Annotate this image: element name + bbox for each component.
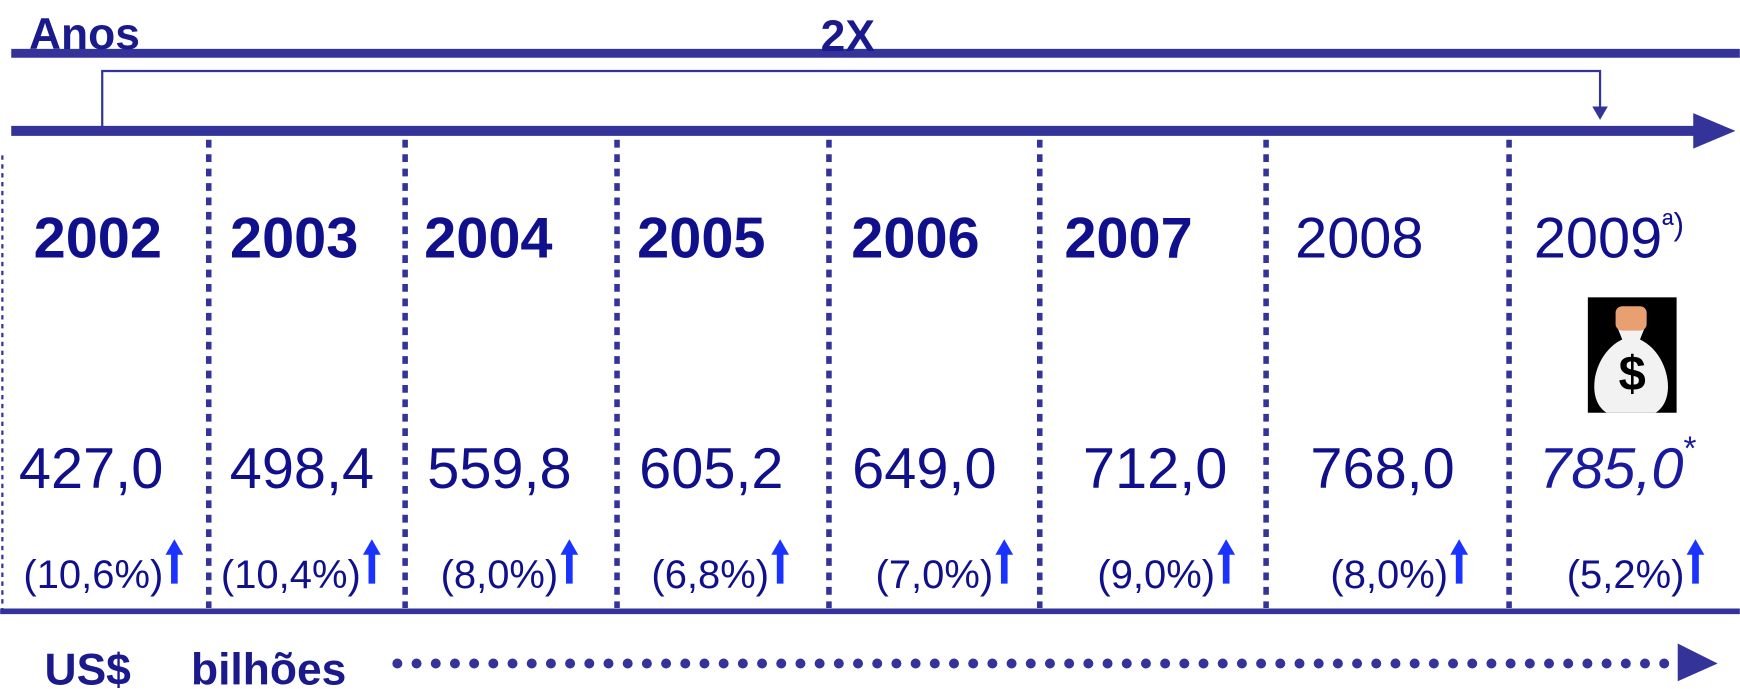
value-label: 785,0* xyxy=(1539,430,1696,501)
value-text: 768,0 xyxy=(1310,437,1454,501)
value-label: 605,2 xyxy=(639,437,783,501)
year-label: 2007 xyxy=(1064,206,1192,270)
footer-unit: bilhões xyxy=(191,646,346,689)
growth-up-arrow xyxy=(363,539,381,583)
growth-up-arrow xyxy=(165,539,183,583)
year-text: 2004 xyxy=(424,206,552,270)
year-text: 2008 xyxy=(1295,206,1423,270)
growth-label: (8,0%) xyxy=(1330,553,1448,597)
year-text: 2002 xyxy=(34,206,162,270)
growth-up-arrow xyxy=(560,539,578,583)
header-title: Anos xyxy=(29,10,140,59)
growth-up-arrow xyxy=(1687,539,1705,583)
growth-label: (5,2%) xyxy=(1567,553,1685,597)
year-label: 2006 xyxy=(851,206,979,270)
growth-up-arrow xyxy=(771,539,789,583)
bracket xyxy=(102,71,1600,131)
value-note: * xyxy=(1684,430,1697,467)
value-text: 498,4 xyxy=(230,437,374,501)
year-note: ª) xyxy=(1662,207,1684,242)
year-text: 2003 xyxy=(230,206,358,270)
multiplier-label: 2X xyxy=(821,12,876,61)
growth-label: (10,4%) xyxy=(221,553,361,597)
value-text: 785,0 xyxy=(1539,437,1683,501)
growth-label: (10,6%) xyxy=(23,553,163,597)
year-text: 2005 xyxy=(637,206,765,270)
timeline-slide: Anos 2X $ US$ bilhões 2002 427,0 (10,6%) 20… xyxy=(0,0,1740,689)
year-label: 2004 xyxy=(424,206,552,270)
icon-symbol: $ xyxy=(1619,348,1646,402)
year-label: 2009ª) xyxy=(1534,206,1684,270)
growth-label: (6,8%) xyxy=(651,553,769,597)
value-label: 427,0 xyxy=(19,437,163,501)
money-bag-icon: $ xyxy=(1588,297,1677,412)
year-label: 2003 xyxy=(230,206,358,270)
growth-up-arrow xyxy=(1217,539,1235,583)
value-text: 559,8 xyxy=(427,437,571,501)
year-label: 2008 xyxy=(1295,206,1423,270)
value-text: 605,2 xyxy=(639,437,783,501)
year-label: 2002 xyxy=(34,206,162,270)
footer-currency: US$ xyxy=(45,646,132,689)
value-text: 649,0 xyxy=(852,437,996,501)
value-label: 498,4 xyxy=(230,437,374,501)
value-label: 768,0 xyxy=(1310,437,1454,501)
value-label: 712,0 xyxy=(1083,437,1227,501)
growth-label: (9,0%) xyxy=(1097,553,1215,597)
growth-label: (8,0%) xyxy=(441,553,559,597)
growth-up-arrow xyxy=(995,539,1013,583)
bracket-arrowhead xyxy=(1592,107,1608,120)
dotted-arrowhead xyxy=(1678,644,1718,682)
year-text: 2007 xyxy=(1064,206,1192,270)
value-label: 559,8 xyxy=(427,437,571,501)
year-text: 2009 xyxy=(1534,206,1662,270)
growth-up-arrow xyxy=(1450,539,1468,583)
year-text: 2006 xyxy=(851,206,979,270)
value-text: 427,0 xyxy=(19,437,163,501)
timeline-arrowhead xyxy=(1693,113,1735,149)
year-label: 2005 xyxy=(637,206,765,270)
value-label: 649,0 xyxy=(852,437,996,501)
value-text: 712,0 xyxy=(1083,437,1227,501)
growth-label: (7,0%) xyxy=(876,553,994,597)
